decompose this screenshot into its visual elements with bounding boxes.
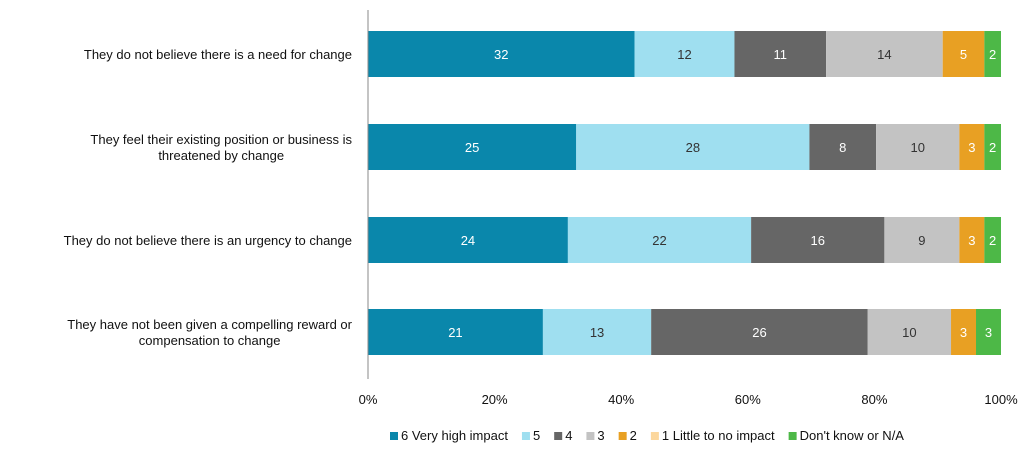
x-tick-label: 20% [482, 392, 508, 407]
data-label: 5 [960, 47, 967, 62]
category-label: They do not believe there is an urgency … [64, 233, 352, 248]
data-label: 28 [686, 140, 700, 155]
legend-label: 4 [565, 428, 572, 443]
bar-segment [368, 217, 568, 263]
data-label: 3 [968, 140, 975, 155]
legend-label: 3 [597, 428, 604, 443]
data-label: 2 [989, 233, 996, 248]
bar-segment [368, 124, 577, 170]
data-label: 26 [752, 325, 766, 340]
legend: 6 Very high impact 5 4 3 2 1 Little to no imp… [390, 428, 904, 443]
data-label: 24 [461, 233, 475, 248]
x-tick-label: 80% [861, 392, 887, 407]
legend-swatch [554, 432, 563, 440]
data-label: 9 [918, 233, 925, 248]
bar-segment [634, 31, 735, 77]
x-tick-label: 100% [984, 392, 1018, 407]
data-label: 10 [902, 325, 916, 340]
data-label: 2 [989, 47, 996, 62]
legend-label: 2 [630, 428, 637, 443]
bar-segment [576, 124, 810, 170]
data-label: 22 [652, 233, 666, 248]
x-tick-label: 0% [359, 392, 378, 407]
x-axis: 0% 20% 40% 60% 80% 100% [359, 10, 1018, 407]
legend-swatch [650, 432, 659, 440]
data-label: 12 [677, 47, 691, 62]
x-tick-label: 60% [735, 392, 761, 407]
legend-label: Don't know or N/A [800, 428, 905, 443]
bar-segment [651, 309, 868, 355]
bar-segment [567, 217, 752, 263]
legend-swatch [586, 432, 595, 440]
bar-segment [959, 124, 985, 170]
bar-segment [867, 309, 952, 355]
bar-segment [734, 31, 827, 77]
data-label: 14 [877, 47, 891, 62]
category-label: They have not been given a compelling re… [67, 317, 352, 348]
legend-label: 5 [533, 428, 540, 443]
data-label: 13 [590, 325, 604, 340]
bar-segment [884, 217, 960, 263]
data-label: 8 [839, 140, 846, 155]
data-label: 32 [494, 47, 508, 62]
data-label: 3 [968, 233, 975, 248]
x-tick-label: 40% [608, 392, 634, 407]
data-label: 11 [774, 47, 788, 62]
data-label: 21 [448, 325, 462, 340]
data-label: 25 [465, 140, 479, 155]
bar-segment [976, 309, 1001, 355]
bar-segment [959, 217, 985, 263]
legend-label: 1 Little to no impact [662, 428, 775, 443]
legend-swatch [390, 432, 398, 440]
bar-segment [951, 309, 977, 355]
bar-segment [751, 217, 885, 263]
bars-layer: 32 12 11 14 5 225 28 8 10 3 224 22 16 9 3 221 13 26 10 3 3 [368, 31, 1001, 355]
bar-segment [942, 31, 985, 77]
category-label: They do not believe there is a need for … [84, 47, 352, 62]
data-label: 3 [985, 325, 992, 340]
data-label: 2 [989, 140, 996, 155]
bar-segment [984, 217, 1001, 263]
category-labels: They do not believe there is a need for … [64, 47, 353, 348]
bar-segment [809, 124, 877, 170]
bar-segment [542, 309, 652, 355]
bar-segment [984, 124, 1001, 170]
bar-segment [984, 31, 1001, 77]
legend-label: 6 Very high impact [401, 428, 508, 443]
data-label: 10 [910, 140, 924, 155]
category-label: They feel their existing position or bus… [90, 132, 352, 163]
bar-segment [368, 31, 635, 77]
bar-segment [368, 309, 543, 355]
data-label: 16 [811, 233, 825, 248]
legend-swatch [618, 432, 627, 440]
bar-segment [826, 31, 943, 77]
legend-swatch [521, 432, 530, 440]
legend-swatch [788, 432, 797, 440]
data-label: 3 [960, 325, 967, 340]
bar-segment [876, 124, 960, 170]
